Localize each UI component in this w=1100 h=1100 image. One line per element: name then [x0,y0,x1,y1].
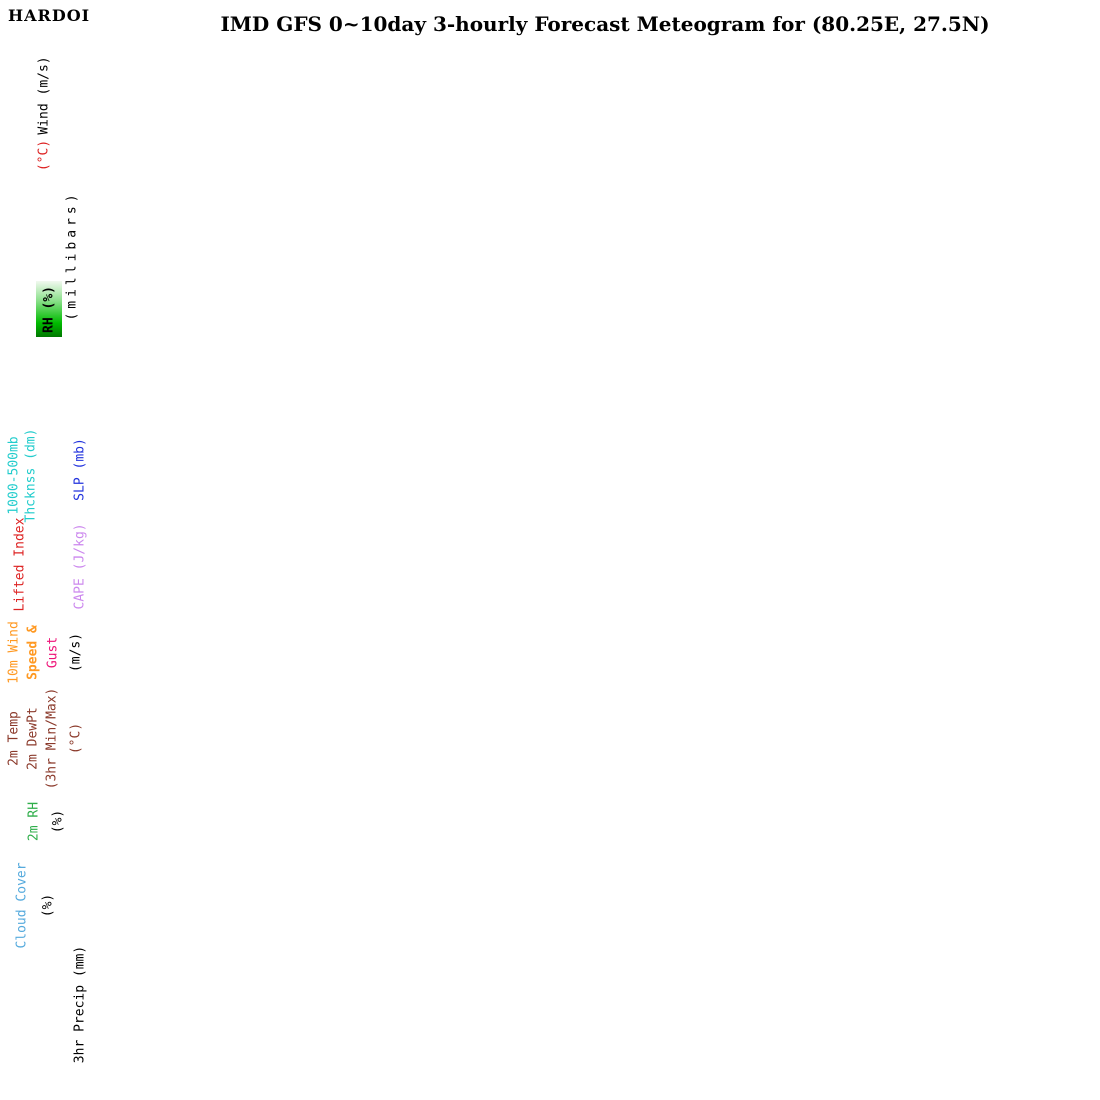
station-name: HARDOI [8,6,91,25]
page-title: IMD GFS 0~10day 3-hourly Forecast Meteog… [220,12,990,36]
rh-legend-box: RH (%) [36,281,62,337]
